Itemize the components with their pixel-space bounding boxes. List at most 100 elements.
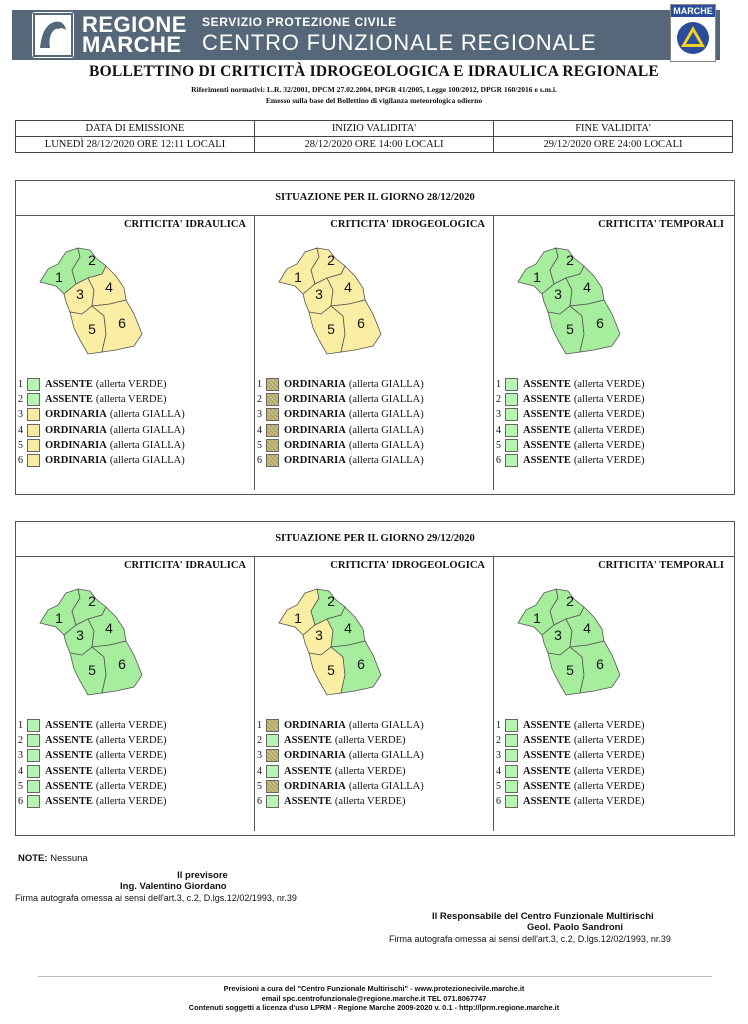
alert-level: (allerta VERDE)	[334, 735, 406, 747]
alert-color-swatch	[27, 378, 40, 392]
zone-legend: 1 ASSENTE (allerta VERDE) 2 ASSENTE (allerta …	[496, 377, 645, 468]
day-panel-title: SITUAZIONE PER IL GIORNO 29/12/2020	[16, 522, 734, 557]
map-zone-label: 6	[357, 656, 365, 672]
footer-contacts: email spc.centrofunzionale@regione.march…	[261, 994, 487, 1003]
forecaster-signature-note: Firma autografa omessa ai sensi dell'art…	[15, 893, 297, 903]
map-zone-label: 5	[327, 662, 335, 678]
map-zone-label: 1	[294, 610, 302, 626]
alert-color-swatch	[266, 719, 279, 733]
criticality-column-header: CRITICITA' IDROGEOLOGICA	[330, 219, 485, 230]
criticality-column: CRITICITA' IDROGEOLOGICA 1 2 3 4 5 6 1 ORDINARIA…	[255, 556, 494, 831]
alert-level: (allerta GIALLA)	[348, 424, 424, 436]
alert-level: (allerta GIALLA)	[109, 439, 185, 451]
responsible-title: Il Responsabile del Centro Funzionale Mu…	[432, 911, 654, 922]
map-zone-4	[326, 265, 366, 307]
zone-number: 6	[496, 454, 501, 466]
criticality-column: CRITICITA' IDRAULICA 1 2 3 4 5 6 1 ASSENTE (aller…	[16, 556, 255, 831]
alert-color-swatch	[505, 779, 518, 793]
zone-legend: 1 ASSENTE (allerta VERDE) 2 ASSENTE (allerta …	[18, 377, 185, 468]
criticality-level: ORDINARIA	[284, 750, 346, 762]
zone-number: 3	[496, 409, 501, 421]
criticality-level: ASSENTE	[523, 424, 571, 436]
map-zone-label: 5	[566, 321, 574, 337]
references: Riferimenti normativi: L.R. 32/2001, DPC…	[191, 85, 557, 94]
criticality-level: ASSENTE	[45, 394, 93, 406]
legend-row: 6 ORDINARIA (allerta GIALLA)	[18, 453, 185, 468]
alert-color-swatch	[27, 454, 40, 468]
criticality-level: ASSENTE	[45, 720, 93, 731]
alert-color-swatch	[505, 438, 518, 452]
alert-level: (allerta VERDE)	[573, 720, 645, 731]
map-zone-label: 6	[118, 315, 126, 331]
legend-row: 6 ASSENTE (allerta VERDE)	[18, 794, 167, 809]
legend-row: 4 ORDINARIA (allerta GIALLA)	[257, 423, 424, 438]
alert-color-swatch	[266, 438, 279, 452]
marche-zones-map: 1 2 3 4 5 6	[39, 588, 143, 696]
alert-color-swatch	[266, 454, 279, 468]
criticality-level: ORDINARIA	[45, 439, 107, 451]
alert-color-swatch	[27, 764, 40, 778]
criticality-level: ASSENTE	[523, 750, 571, 762]
criticality-level: ORDINARIA	[284, 394, 346, 406]
legend-row: 3 ORDINARIA (allerta GIALLA)	[257, 748, 424, 763]
criticality-level: ASSENTE	[523, 454, 571, 466]
map-zone-label: 2	[88, 593, 96, 609]
map-zone-4	[326, 606, 366, 648]
alert-level: (allerta VERDE)	[573, 409, 645, 421]
zone-number: 1	[257, 720, 262, 731]
legend-row: 2 ASSENTE (allerta VERDE)	[18, 392, 185, 407]
legend-row: 1 ASSENTE (allerta VERDE)	[496, 718, 645, 733]
alert-level: (allerta GIALLA)	[348, 720, 424, 731]
alert-level: (allerta VERDE)	[573, 394, 645, 406]
map-zone-label: 1	[533, 269, 541, 285]
map-zone-label: 1	[55, 269, 63, 285]
legend-row: 5 ASSENTE (allerta VERDE)	[496, 779, 645, 794]
zone-number: 3	[18, 750, 23, 762]
legend-row: 4 ASSENTE (allerta VERDE)	[496, 423, 645, 438]
zone-number: 2	[257, 394, 262, 406]
legend-row: 3 ASSENTE (allerta VERDE)	[18, 748, 167, 763]
region-name-line1: REGIONE	[82, 12, 187, 37]
alert-level: (allerta VERDE)	[573, 424, 645, 436]
criticality-level: ASSENTE	[523, 795, 571, 807]
alert-level: (allerta GIALLA)	[109, 454, 185, 466]
alert-level: (allerta VERDE)	[95, 780, 167, 792]
alert-level: (allerta VERDE)	[95, 735, 167, 747]
alert-level: (allerta VERDE)	[573, 765, 645, 777]
zone-number: 4	[18, 765, 23, 777]
alert-level: (allerta VERDE)	[573, 735, 645, 747]
alert-color-swatch	[266, 393, 279, 407]
forecaster-name: Ing. Valentino Giordano	[120, 881, 227, 892]
legend-row: 4 ASSENTE (allerta VERDE)	[496, 764, 645, 779]
marche-zones-map: 1 2 3 4 5 6	[517, 588, 621, 696]
zone-legend: 1 ASSENTE (allerta VERDE) 2 ASSENTE (allerta …	[18, 718, 167, 809]
zone-number: 3	[257, 409, 262, 421]
footer-credits: Previsioni a cura del "Centro Funzionale…	[223, 984, 525, 993]
alert-color-swatch	[505, 393, 518, 407]
legend-row: 3 ASSENTE (allerta VERDE)	[496, 748, 645, 763]
map-zone-4	[87, 606, 127, 648]
service-name: SERVIZIO PROTEZIONE CIVILE	[202, 15, 397, 29]
legend-row: 6 ASSENTE (allerta VERDE)	[496, 794, 645, 809]
alert-level: (allerta GIALLA)	[348, 454, 424, 466]
zone-number: 5	[18, 780, 23, 792]
notes: NOTE: Nessuna	[18, 853, 88, 864]
alert-color-swatch	[505, 734, 518, 748]
criticality-level: ASSENTE	[523, 379, 571, 390]
map-zone-label: 2	[566, 593, 574, 609]
alert-level: (allerta VERDE)	[95, 795, 167, 807]
zone-number: 4	[18, 424, 23, 436]
alert-color-swatch	[266, 779, 279, 793]
legend-row: 6 ASSENTE (allerta VERDE)	[257, 794, 424, 809]
legend-row: 2 ASSENTE (allerta VERDE)	[496, 392, 645, 407]
legend-row: 1 ASSENTE (allerta VERDE)	[496, 377, 645, 392]
zone-number: 3	[496, 750, 501, 762]
note-text: Nessuna	[50, 853, 88, 864]
alert-level: (allerta VERDE)	[573, 795, 645, 807]
zone-number: 5	[257, 780, 262, 792]
legend-row: 1 ASSENTE (allerta VERDE)	[18, 718, 167, 733]
region-name-line2: MARCHE	[82, 32, 182, 57]
legend-row: 3 ASSENTE (allerta VERDE)	[496, 407, 645, 422]
legend-row: 1 ORDINARIA (allerta GIALLA)	[257, 718, 424, 733]
map-zone-label: 5	[566, 662, 574, 678]
